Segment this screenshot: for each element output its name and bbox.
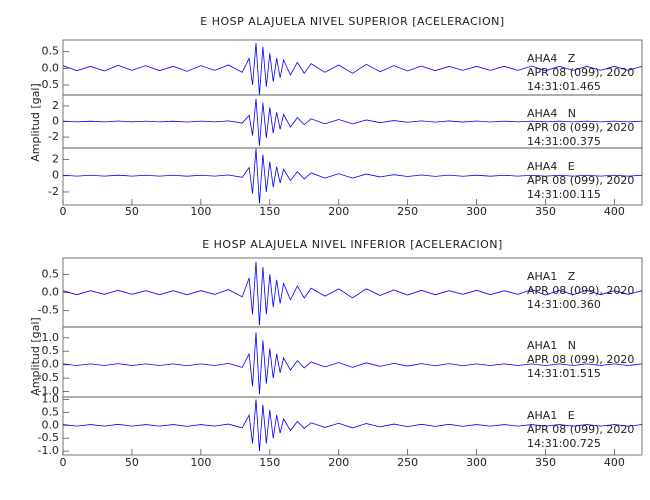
- time-label: 14:31:00.360: [527, 298, 601, 311]
- date-label: APR 08 (099), 2020: [527, 284, 634, 297]
- date-label: APR 08 (099), 2020: [527, 121, 634, 134]
- x-tick-label: 200: [328, 205, 349, 218]
- y-tick-label: 1.0: [42, 393, 60, 406]
- y-axis-label: Amplitud [gal]: [29, 317, 42, 395]
- y-tick-label: 0.5: [42, 267, 60, 280]
- x-tick-label: 100: [190, 456, 211, 469]
- y-tick-label: 0.5: [42, 45, 60, 58]
- y-axis-label: Amplitud [gal]: [29, 83, 42, 161]
- x-tick-label: 200: [328, 456, 349, 469]
- time-label: 14:31:00.375: [527, 135, 601, 148]
- x-tick-label: 250: [397, 456, 418, 469]
- station-label: AHA1 N: [527, 339, 576, 352]
- date-label: APR 08 (099), 2020: [527, 353, 634, 366]
- date-label: APR 08 (099), 2020: [527, 66, 634, 79]
- station-label: AHA4 Z: [527, 52, 576, 65]
- x-tick-label: 150: [259, 456, 280, 469]
- x-tick-label: 0: [60, 456, 67, 469]
- y-tick-label: -2: [48, 130, 59, 143]
- x-tick-label: 100: [190, 205, 211, 218]
- date-label: APR 08 (099), 2020: [527, 423, 634, 436]
- x-tick-label: 150: [259, 205, 280, 218]
- x-tick-label: 400: [604, 205, 625, 218]
- time-label: 14:31:01.465: [527, 80, 601, 93]
- date-label: APR 08 (099), 2020: [527, 174, 634, 187]
- y-tick-label: -1.0: [38, 444, 59, 457]
- y-tick-label: 0.0: [42, 286, 60, 299]
- y-tick-label: 0.0: [42, 418, 60, 431]
- x-tick-label: 350: [535, 456, 556, 469]
- y-tick-label: 2: [52, 99, 59, 112]
- y-tick-label: 0.0: [42, 358, 60, 371]
- x-tick-label: 250: [397, 205, 418, 218]
- y-tick-label: -0.5: [38, 431, 59, 444]
- x-tick-label: 400: [604, 456, 625, 469]
- y-tick-label: 2: [52, 152, 59, 165]
- y-tick-label: -1.0: [38, 385, 59, 398]
- panel-frame: [62, 396, 643, 456]
- y-tick-label: -0.5: [38, 304, 59, 317]
- x-tick-label: 350: [535, 205, 556, 218]
- x-tick-label: 50: [125, 456, 139, 469]
- y-tick-label: 0.5: [42, 405, 60, 418]
- panel-frame: [62, 147, 643, 206]
- station-label: AHA4 E: [527, 160, 575, 173]
- x-tick-label: 50: [125, 205, 139, 218]
- y-tick-label: 0.0: [42, 61, 60, 74]
- waveform: [62, 261, 643, 326]
- time-label: 14:31:00.115: [527, 188, 601, 201]
- chart-title: E HOSP ALAJUELA NIVEL SUPERIOR [ACELERAC…: [200, 15, 504, 28]
- chart-title: E HOSP ALAJUELA NIVEL INFERIOR [ACELERAC…: [202, 238, 503, 251]
- x-tick-label: 300: [466, 205, 487, 218]
- waveform: [62, 332, 643, 395]
- y-tick-label: -0.5: [38, 78, 59, 91]
- y-tick-label: 0: [52, 169, 59, 182]
- waveform: [62, 148, 643, 204]
- y-tick-label: -0.5: [38, 371, 59, 384]
- y-tick-label: 0: [52, 115, 59, 128]
- station-label: AHA1 E: [527, 409, 575, 422]
- time-label: 14:31:01.515: [527, 367, 601, 380]
- station-label: AHA1 Z: [527, 270, 576, 283]
- x-tick-label: 300: [466, 456, 487, 469]
- waveform: [62, 43, 643, 96]
- station-label: AHA4 N: [527, 107, 576, 120]
- waveform: [62, 98, 643, 146]
- waveform: [62, 399, 643, 452]
- y-tick-label: 0.5: [42, 344, 60, 357]
- y-tick-label: -2: [48, 185, 59, 198]
- y-tick-label: 1.0: [42, 331, 60, 344]
- time-label: 14:31:00.725: [527, 437, 601, 450]
- x-tick-label: 0: [60, 205, 67, 218]
